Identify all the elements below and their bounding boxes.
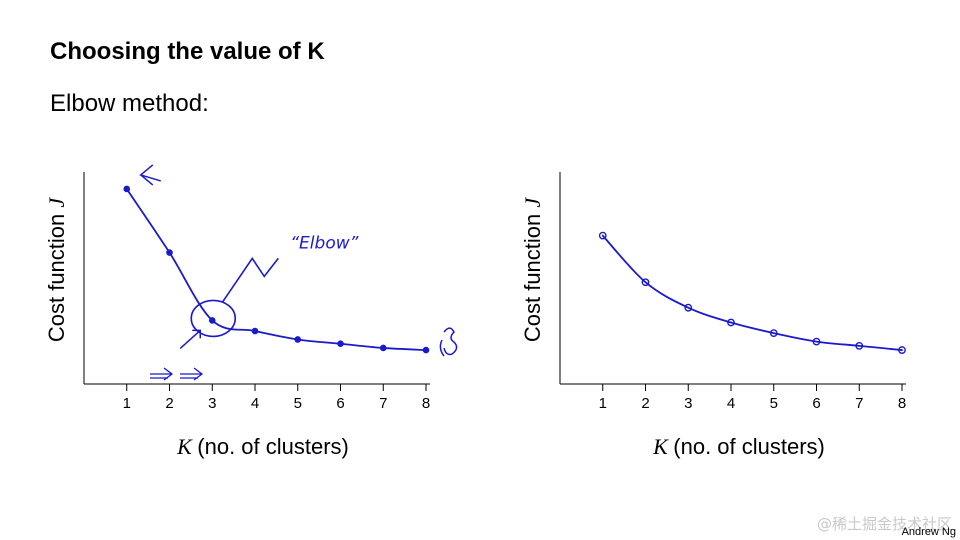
data-point: [379, 344, 387, 352]
data-point: [251, 327, 259, 335]
x-tick-label: 1: [123, 395, 131, 412]
data-point: [294, 336, 302, 343]
x-tick-label: 4: [727, 395, 735, 412]
right-arrow: [150, 367, 174, 381]
footer-author: Andrew Ng: [901, 526, 956, 538]
data-point: [208, 317, 216, 324]
series-line: [125, 188, 427, 351]
x-tick-label: 8: [898, 395, 906, 412]
x-tick-label: 8: [422, 395, 430, 412]
elbow-annotation: “Elbow”: [290, 233, 358, 253]
data-point: [337, 340, 344, 348]
x-tick-label: 4: [251, 395, 259, 412]
x-axis-title: K (no. of clusters): [652, 434, 825, 459]
x-tick-label: 2: [165, 395, 173, 412]
x-tick-label: 3: [208, 395, 216, 412]
watermark: @稀土掘金技术社区: [816, 515, 952, 533]
data-point: [422, 346, 430, 354]
slide-title: Choosing the value of K: [50, 38, 325, 65]
data-point: [684, 303, 693, 312]
data-point: [727, 318, 735, 327]
first-point-arrow: [139, 164, 161, 186]
x-tick-label: 7: [855, 395, 863, 412]
elbow-circle: [190, 299, 237, 338]
data-point: [812, 337, 821, 346]
data-point: [166, 249, 173, 256]
slide-subtitle: Elbow method:: [50, 90, 209, 117]
x-tick-label: 6: [336, 395, 344, 412]
x-tick-label: 2: [641, 395, 649, 412]
series-line: [601, 234, 903, 351]
elbow-pointer: [221, 256, 279, 303]
data-point: [641, 278, 650, 287]
right-arrow: [180, 367, 204, 381]
x-tick-label: 6: [812, 395, 820, 412]
y-axis-title: Cost function J: [520, 197, 545, 343]
x-tick-label: 7: [379, 395, 387, 412]
elbow-arrow: [179, 329, 201, 349]
x-tick-label: 1: [599, 395, 607, 412]
data-point: [123, 185, 131, 193]
data-point: [855, 341, 864, 350]
data-point: [898, 346, 906, 354]
x-tick-label: 5: [770, 395, 778, 412]
data-point: [598, 231, 607, 240]
x-tick-label: 3: [684, 395, 692, 412]
chart-2: 1 2 3 4 5 6 7 8 K (no. of clusters) Cost function…: [520, 172, 906, 459]
data-point: [769, 329, 778, 338]
chart-1: 1 2 3 4 5 6 7 8 K (no. of clusters) Cost function…: [44, 164, 458, 459]
tail-scribble: [439, 327, 458, 357]
x-axis-title: K (no. of clusters): [176, 434, 349, 459]
y-axis-title: Cost function J: [44, 197, 69, 343]
x-tick-label: 5: [294, 395, 302, 412]
